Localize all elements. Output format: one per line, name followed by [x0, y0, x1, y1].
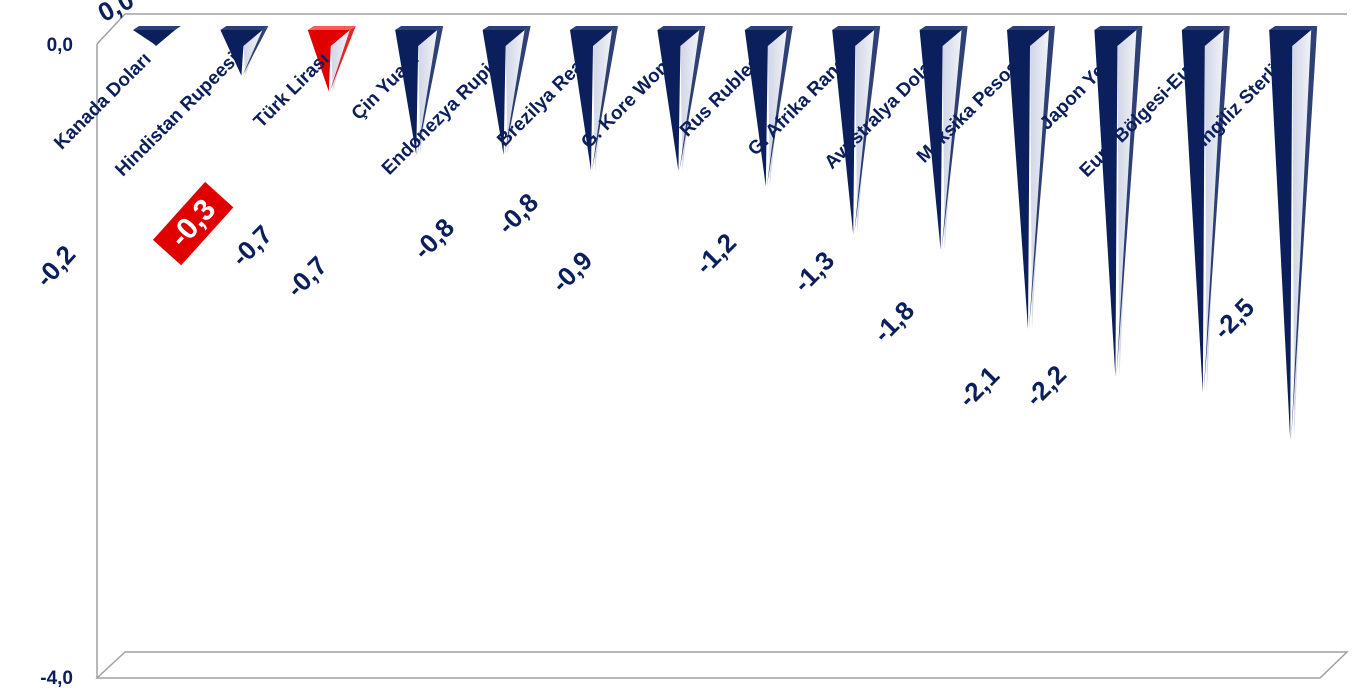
bar	[307, 26, 356, 92]
bar	[832, 26, 881, 235]
value-label: -0,2	[29, 239, 81, 292]
bar-body	[657, 30, 700, 171]
value-label: -2,1	[952, 360, 1005, 413]
value-label: -0,8	[407, 212, 460, 265]
bar-body	[220, 30, 263, 76]
bar-cap	[744, 26, 793, 30]
value-label: -2,5	[1207, 292, 1260, 345]
bar-body	[1181, 30, 1224, 393]
bar	[482, 26, 531, 155]
bar-side	[329, 26, 356, 92]
bar-body	[482, 30, 525, 155]
bar-body	[1094, 30, 1137, 377]
bar-cap	[220, 26, 269, 30]
bar-side	[242, 26, 269, 76]
value-label: -0,7	[225, 219, 278, 272]
bar-body	[919, 30, 962, 251]
bar	[1094, 26, 1143, 377]
bar	[657, 26, 706, 171]
value-label-box	[152, 181, 234, 266]
bar	[1269, 26, 1318, 441]
bar-cap	[1181, 26, 1230, 30]
bar-side	[854, 26, 881, 235]
floor-plane	[95, 651, 1349, 679]
bar-side	[1203, 26, 1230, 393]
value-label: -0,7	[280, 250, 333, 303]
bar-body	[307, 30, 350, 92]
bar-body	[1269, 30, 1312, 441]
bar-cap	[570, 26, 618, 30]
bar	[570, 26, 618, 171]
value-label: -1,2	[689, 227, 742, 280]
bar-body	[570, 30, 612, 171]
bar-side	[504, 26, 531, 155]
bar-side	[417, 26, 444, 155]
bar	[1181, 26, 1230, 393]
bar-cap	[133, 26, 181, 30]
bars-group	[133, 26, 1318, 441]
bar-cap	[482, 26, 531, 30]
bar	[395, 26, 444, 155]
bar-side	[1291, 26, 1318, 441]
bar-side	[155, 26, 181, 44]
bar-cap	[832, 26, 881, 30]
bar-side	[679, 26, 706, 171]
bar-cap	[657, 26, 706, 30]
bar-body	[1007, 30, 1049, 330]
value-label: -1,3	[787, 245, 840, 298]
value-label: -0,8	[491, 187, 544, 240]
value-label: -1,8	[867, 295, 920, 348]
bar-side	[766, 26, 793, 187]
bar-body	[832, 30, 875, 235]
y-tick-label: 0,0	[47, 35, 73, 56]
bar	[744, 26, 793, 187]
y-tick-label: -4,0	[40, 668, 73, 689]
value-labels-group: 0,0-0,2-0,3 -0,7-0,7-0,8 -0,8-0,9 -1,2 -1,3-…	[29, 0, 1260, 413]
bar-body	[395, 30, 438, 155]
bar-cap	[1094, 26, 1143, 30]
value-label: -2,2	[1019, 359, 1072, 412]
bar-cap	[919, 26, 968, 30]
bar	[133, 26, 181, 46]
bar-side	[1116, 26, 1143, 377]
bar	[919, 26, 968, 251]
bar-body	[133, 30, 175, 46]
value-label-highlight: -0,3	[152, 181, 234, 266]
bar-cap	[395, 26, 444, 30]
bar-cap	[1007, 26, 1055, 30]
bar-side	[592, 26, 618, 171]
bar	[220, 26, 269, 76]
bar-body	[744, 30, 787, 187]
bar-side	[941, 26, 968, 251]
bar-cap	[1269, 26, 1318, 30]
value-label: -0,9	[545, 245, 598, 298]
bar-cap	[307, 26, 356, 30]
bar	[1007, 26, 1055, 330]
back-wall-top	[96, 13, 1347, 45]
bar-side	[1029, 26, 1055, 330]
category-label: Türk Lirası	[250, 49, 334, 133]
